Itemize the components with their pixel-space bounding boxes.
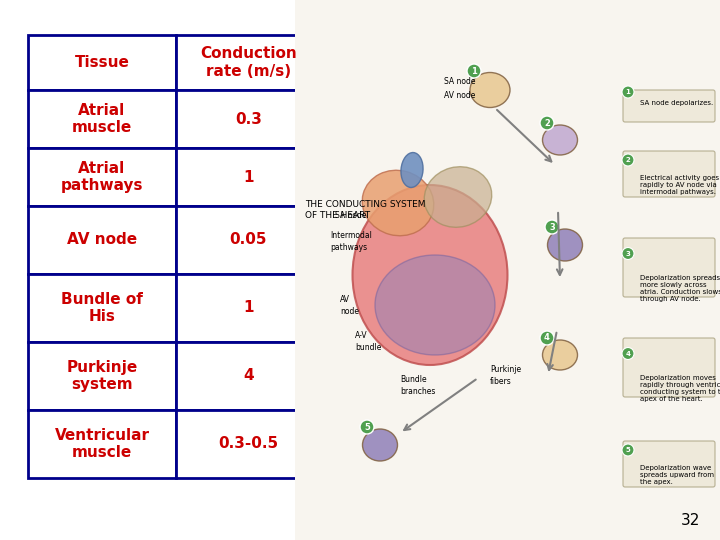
- Ellipse shape: [362, 170, 433, 236]
- Bar: [28, 342, 176, 410]
- Text: 2: 2: [626, 157, 631, 163]
- Text: pathways: pathways: [330, 242, 367, 252]
- Text: branches: branches: [400, 388, 436, 396]
- Ellipse shape: [542, 340, 577, 370]
- Ellipse shape: [470, 72, 510, 107]
- Text: A-V: A-V: [355, 330, 368, 340]
- Text: Bundle: Bundle: [400, 375, 427, 384]
- Ellipse shape: [547, 229, 582, 261]
- Circle shape: [467, 64, 481, 78]
- Text: 4: 4: [544, 334, 550, 342]
- Text: Conduction
rate (m/s): Conduction rate (m/s): [200, 46, 297, 79]
- Text: 5: 5: [626, 447, 631, 453]
- Text: Bundle of
His: Bundle of His: [61, 292, 143, 324]
- FancyBboxPatch shape: [623, 238, 715, 297]
- Bar: [176, 148, 321, 206]
- Circle shape: [622, 348, 634, 360]
- Text: Depolarization spreads
more slowly across
atria. Conduction slows
through AV nod: Depolarization spreads more slowly acros…: [640, 275, 720, 302]
- Text: 5: 5: [364, 422, 370, 431]
- Text: 1: 1: [243, 300, 253, 315]
- Text: 4: 4: [626, 350, 631, 356]
- Text: Purkinje: Purkinje: [490, 366, 521, 375]
- Bar: [295, 0, 720, 540]
- Text: AV node: AV node: [67, 233, 137, 247]
- Bar: [176, 206, 321, 274]
- Ellipse shape: [424, 167, 492, 227]
- Ellipse shape: [401, 152, 423, 187]
- Text: Tissue: Tissue: [75, 55, 130, 70]
- Text: Depolarization wave
spreads upward from
the apex.: Depolarization wave spreads upward from …: [640, 465, 714, 485]
- Text: THE CONDUCTING SYSTEM
OF THE HEART: THE CONDUCTING SYSTEM OF THE HEART: [305, 200, 426, 220]
- Text: node: node: [340, 307, 359, 316]
- Ellipse shape: [375, 255, 495, 355]
- Text: 1: 1: [243, 170, 253, 185]
- Circle shape: [540, 116, 554, 130]
- Ellipse shape: [542, 125, 577, 155]
- Circle shape: [622, 86, 634, 98]
- Text: Atrial
muscle: Atrial muscle: [72, 103, 132, 135]
- Bar: [28, 206, 176, 274]
- Text: SA node: SA node: [335, 211, 366, 219]
- Bar: [28, 148, 176, 206]
- Text: Atrial
pathways: Atrial pathways: [60, 161, 143, 193]
- Ellipse shape: [362, 429, 397, 461]
- Circle shape: [540, 331, 554, 345]
- Text: 1: 1: [626, 89, 631, 95]
- Text: Depolarization moves
rapidly through ventricula
conducting system to the
apex of: Depolarization moves rapidly through ven…: [640, 375, 720, 402]
- Bar: [176, 274, 321, 342]
- Text: 32: 32: [680, 513, 700, 528]
- Text: 0.3-0.5: 0.3-0.5: [218, 436, 279, 451]
- Text: AV: AV: [340, 295, 350, 305]
- Circle shape: [622, 154, 634, 166]
- Text: Ventricular
muscle: Ventricular muscle: [55, 428, 150, 460]
- Text: 3: 3: [626, 251, 631, 256]
- Bar: [28, 410, 176, 478]
- Bar: [28, 35, 176, 90]
- Bar: [176, 90, 321, 148]
- FancyBboxPatch shape: [623, 151, 715, 197]
- Ellipse shape: [353, 185, 508, 365]
- Bar: [28, 90, 176, 148]
- Text: 1: 1: [471, 66, 477, 76]
- Circle shape: [360, 420, 374, 434]
- Text: SA node: SA node: [444, 78, 475, 86]
- Bar: [176, 342, 321, 410]
- Circle shape: [622, 247, 634, 260]
- Circle shape: [622, 444, 634, 456]
- Bar: [176, 35, 321, 90]
- Bar: [28, 274, 176, 342]
- Text: 2: 2: [544, 118, 550, 127]
- FancyBboxPatch shape: [623, 441, 715, 487]
- Text: Purkinje
system: Purkinje system: [66, 360, 138, 392]
- Text: SA node depolarizes.: SA node depolarizes.: [640, 100, 714, 106]
- Bar: [176, 410, 321, 478]
- Text: Electrical activity goes
rapidly to AV node via
intermodal pathways.: Electrical activity goes rapidly to AV n…: [640, 175, 719, 195]
- Text: fibers: fibers: [490, 377, 512, 387]
- Text: bundle: bundle: [355, 342, 382, 352]
- Text: 4: 4: [243, 368, 254, 383]
- Text: 0.05: 0.05: [230, 233, 267, 247]
- FancyBboxPatch shape: [623, 90, 715, 122]
- Text: 3: 3: [549, 222, 555, 232]
- FancyBboxPatch shape: [623, 338, 715, 397]
- Text: Intermodal: Intermodal: [330, 231, 372, 240]
- Text: AV node: AV node: [444, 91, 475, 99]
- Text: 0.3: 0.3: [235, 111, 262, 126]
- Circle shape: [545, 220, 559, 234]
